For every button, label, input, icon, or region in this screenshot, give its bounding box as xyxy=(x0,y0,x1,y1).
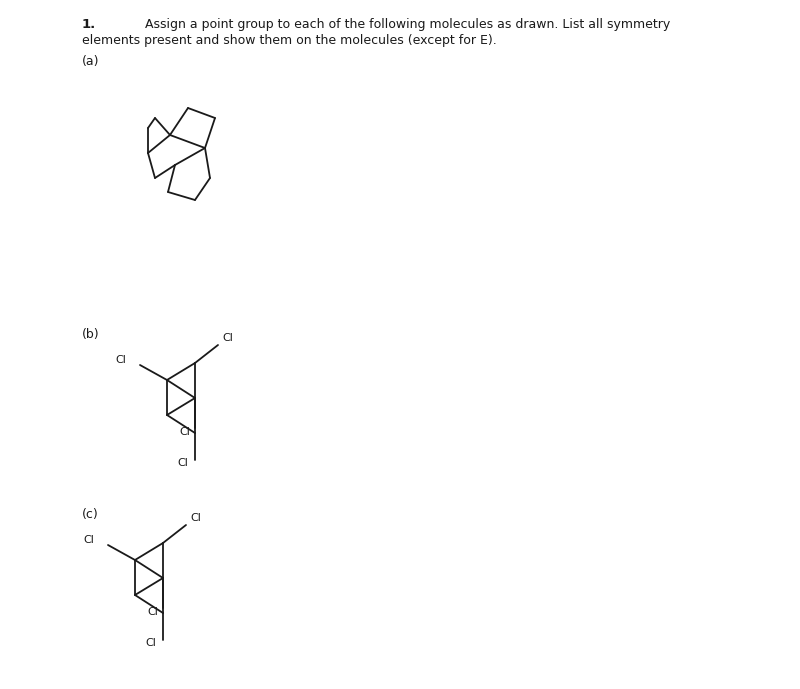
Text: Cl: Cl xyxy=(190,513,201,523)
Text: Cl: Cl xyxy=(83,535,94,545)
Text: Cl: Cl xyxy=(145,638,156,648)
Text: (b): (b) xyxy=(82,328,100,341)
Text: (c): (c) xyxy=(82,508,98,521)
Text: Cl: Cl xyxy=(179,427,190,437)
Text: (a): (a) xyxy=(82,55,99,68)
Text: Cl: Cl xyxy=(115,355,126,365)
Text: Assign a point group to each of the following molecules as drawn. List all symme: Assign a point group to each of the foll… xyxy=(145,18,670,31)
Text: elements present and show them on the molecules (except for E).: elements present and show them on the mo… xyxy=(82,34,497,47)
Text: Cl: Cl xyxy=(222,333,233,343)
Text: Cl: Cl xyxy=(177,458,188,468)
Text: 1.: 1. xyxy=(82,18,96,31)
Text: Cl: Cl xyxy=(147,607,158,617)
